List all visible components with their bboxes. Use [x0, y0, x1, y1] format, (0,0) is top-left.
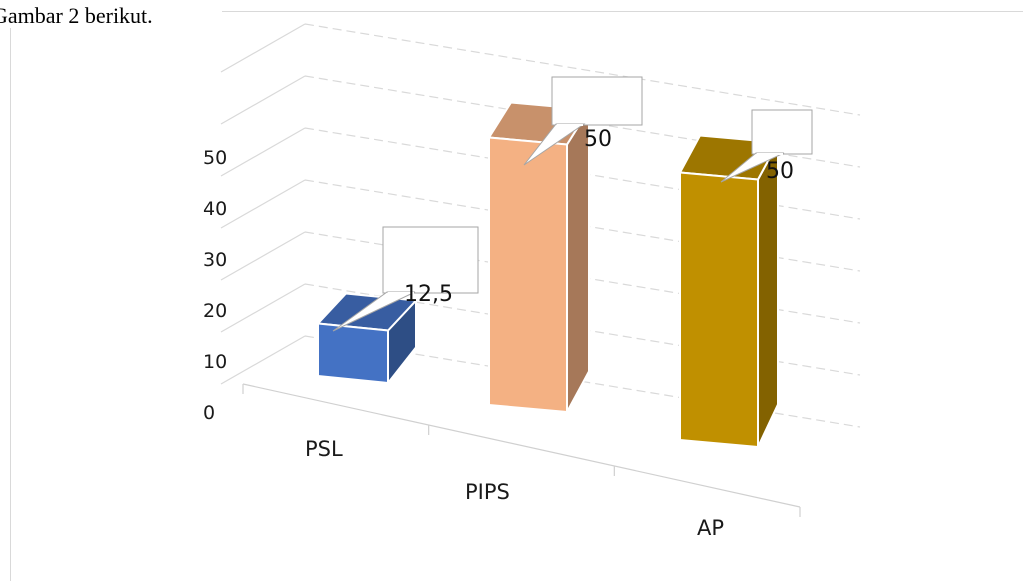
side-gridline	[220, 335, 306, 385]
category-label: AP	[697, 516, 724, 540]
side-gridline	[220, 283, 306, 333]
data-label: 50	[766, 159, 794, 184]
document-caption: Gambar 2 berikut.	[0, 3, 153, 28]
side-gridline	[220, 23, 306, 73]
category-label: PIPS	[465, 480, 510, 504]
y-tick-label: 30	[203, 249, 227, 271]
data-label: 12,5	[404, 282, 453, 307]
y-axis-ticks: 0 10 20 30 40 50	[203, 147, 227, 424]
side-gridline	[220, 179, 306, 229]
category-labels: PSL PIPS AP	[305, 437, 724, 540]
y-tick-label: 20	[203, 300, 227, 322]
y-tick-label: 10	[203, 351, 227, 373]
y-tick-label: 50	[203, 147, 227, 169]
side-gridline	[220, 75, 306, 125]
side-gridline	[220, 127, 306, 177]
side-gridline	[220, 231, 306, 281]
data-labels: 12,5 50 50	[332, 76, 813, 332]
chart-frame-top-border	[222, 11, 1023, 12]
data-label: 50	[584, 127, 612, 152]
bar-ap	[678, 134, 780, 449]
floor-front-edge	[242, 383, 801, 508]
chart-frame-left-border	[10, 28, 11, 581]
y-tick-label: 40	[203, 198, 227, 220]
data-label-callout: 50	[720, 109, 813, 184]
y-tick-label: 0	[203, 402, 215, 424]
data-label-callout: 12,5	[332, 226, 479, 332]
data-label-callout: 50	[523, 76, 643, 166]
back-gridline	[304, 23, 861, 116]
category-label: PSL	[305, 437, 343, 461]
bars	[315, 101, 780, 449]
